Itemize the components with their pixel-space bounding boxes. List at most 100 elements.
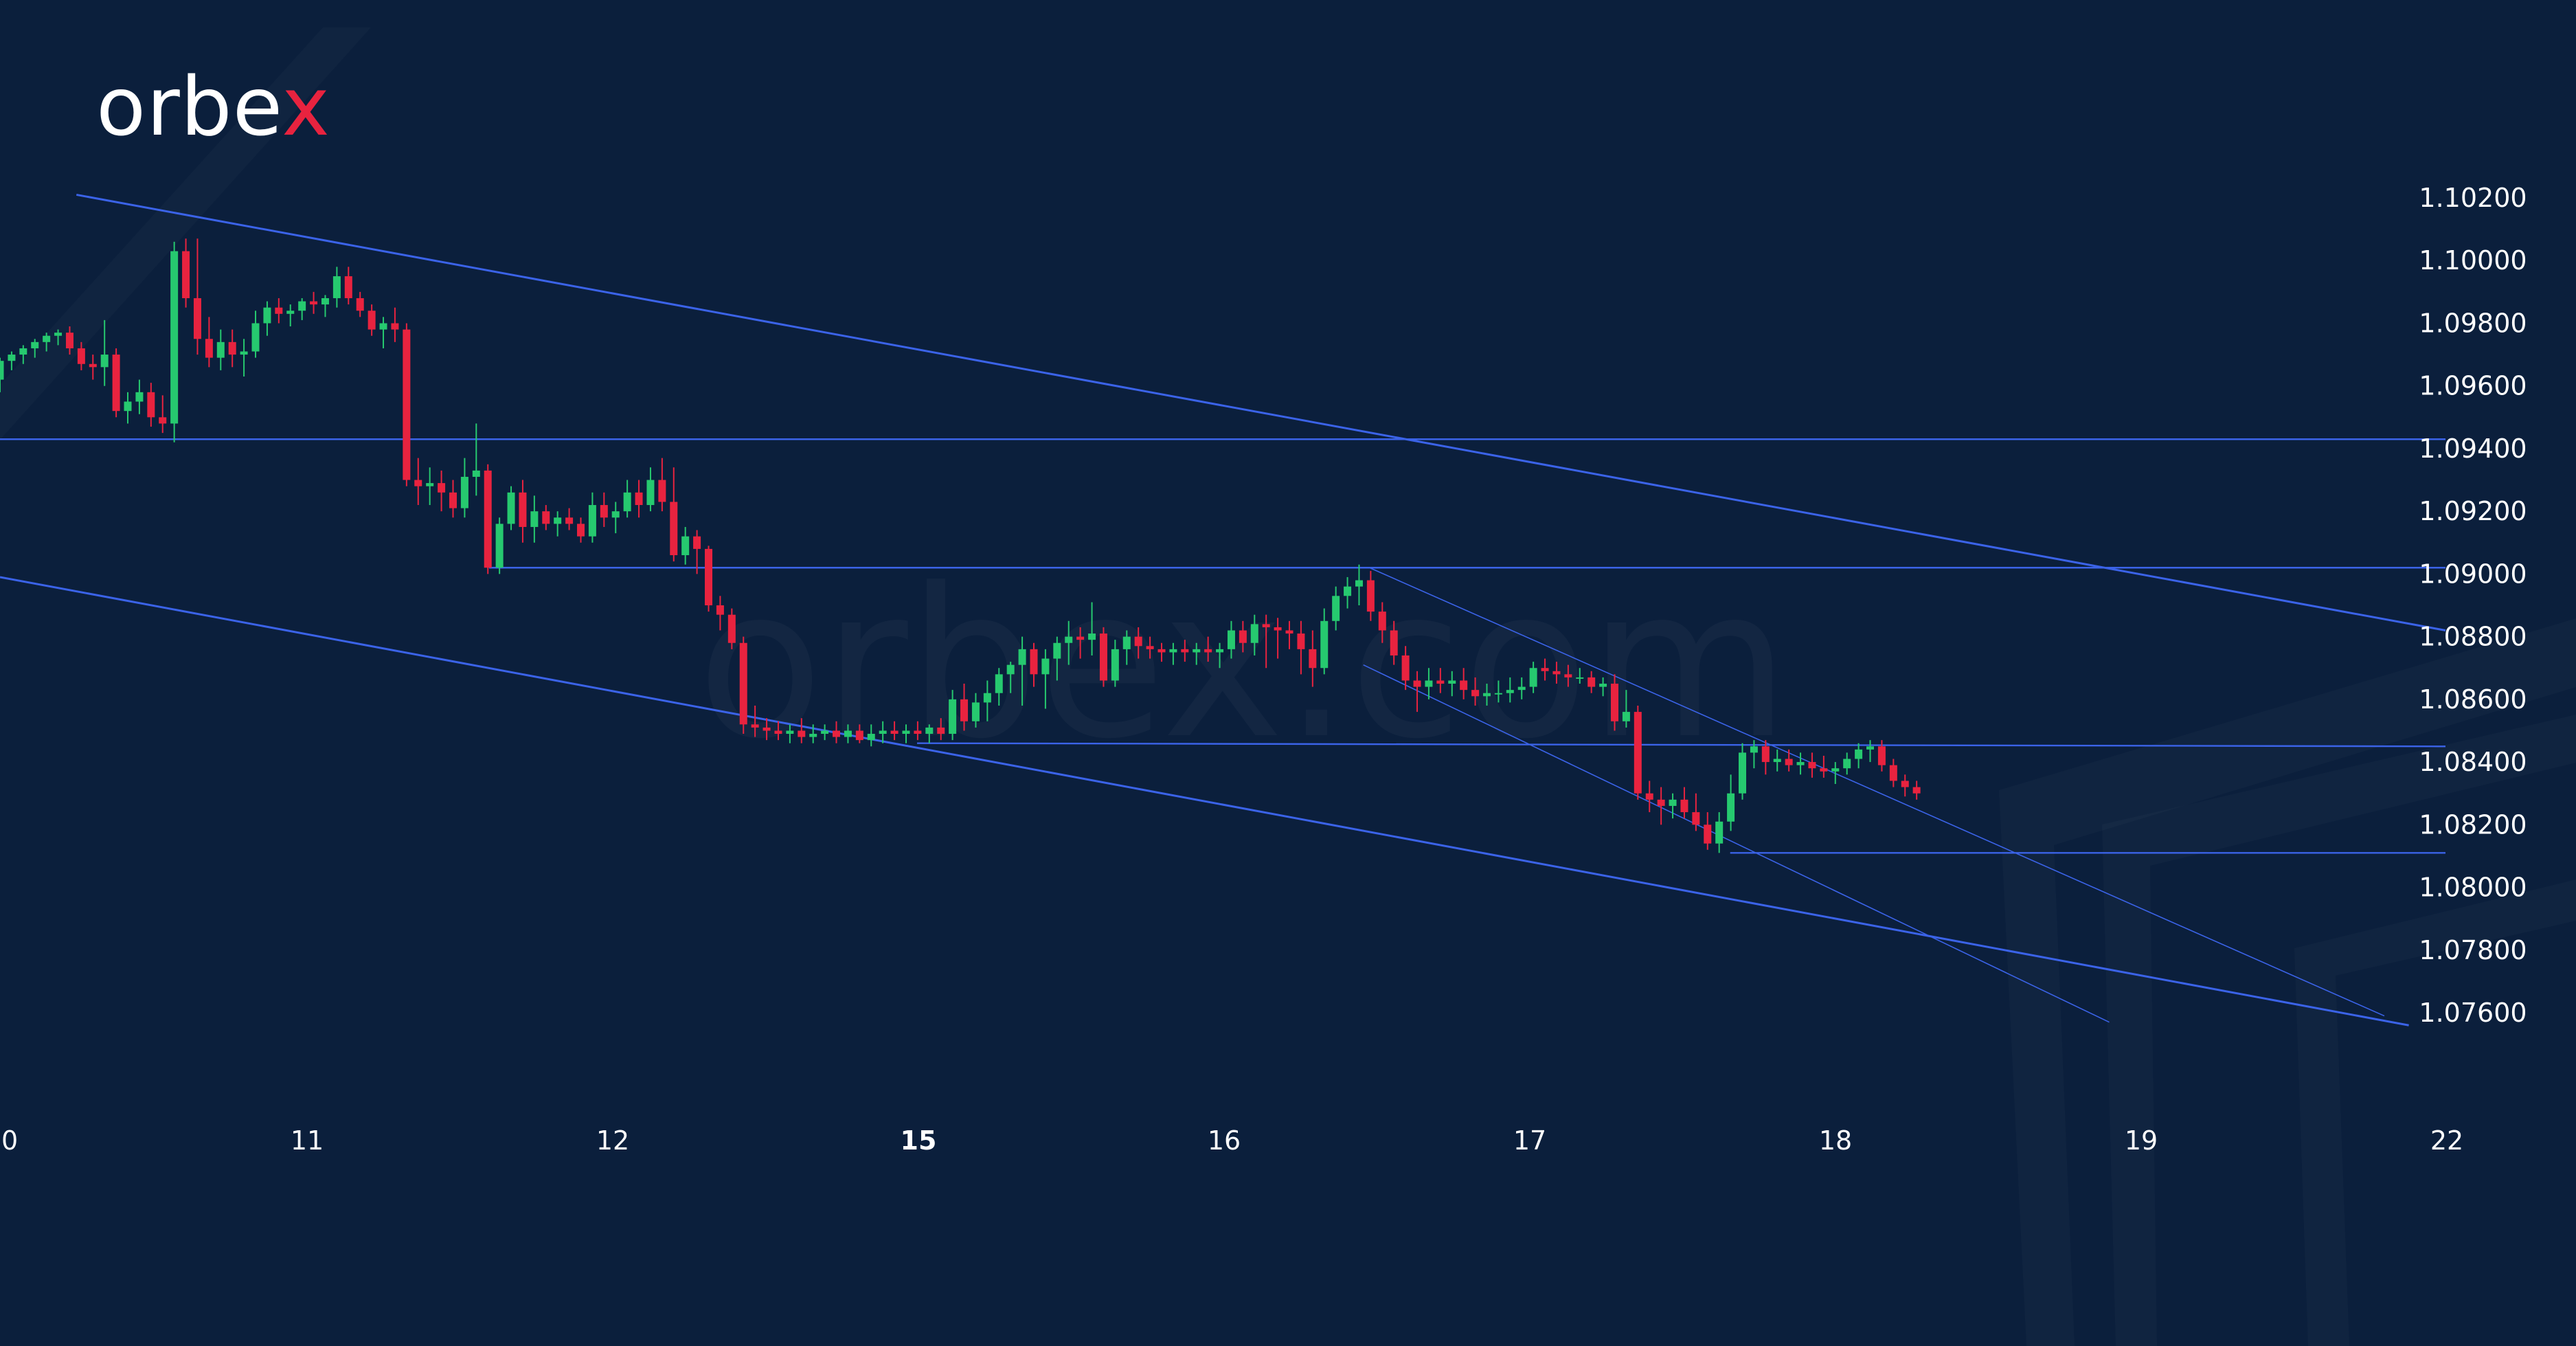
candle [205,317,213,368]
candle-body [1482,693,1491,697]
candle-body [855,730,863,741]
x-tick-label: 18 [1819,1125,1852,1156]
candle-body [472,470,480,477]
candle-body [1669,799,1677,806]
candle [1193,642,1201,665]
candle [170,241,179,442]
candles [0,238,1921,853]
candle [1866,740,1875,763]
candle [542,505,550,530]
candle-body [1239,630,1247,643]
candle [1773,749,1781,772]
candle [1227,620,1235,659]
candle-body [774,730,782,734]
candle [1390,620,1398,665]
candle-body [1750,746,1758,753]
candle [879,721,887,743]
candle [1076,627,1085,659]
candle [1041,649,1050,709]
candle [1436,668,1445,693]
x-tick-label: 11 [291,1125,324,1156]
candle-body [971,702,980,721]
y-tick-label: 1.08600 [2419,684,2527,715]
candle [65,326,74,355]
candle-body [1332,596,1340,621]
x-tick-label: 12 [596,1125,629,1156]
candle [635,480,643,518]
candle-body [31,341,39,348]
candle-body [542,511,550,524]
candle [1739,743,1746,800]
candle-body [611,511,620,518]
candle [658,458,666,512]
candle-body [54,333,63,336]
candle-body [275,307,283,314]
y-tick-label: 1.09400 [2419,434,2527,464]
candle [1111,640,1119,687]
candle-body [890,730,899,734]
candle [438,470,446,512]
candle [1506,677,1514,703]
candle-body [1808,762,1816,769]
candle-body [263,307,271,324]
candle [1634,705,1642,800]
candle-body [1901,781,1909,787]
candle-body [623,492,631,512]
candle [1704,812,1712,850]
candle [1250,614,1258,655]
candle [623,480,631,518]
candle [1413,671,1421,713]
candle [1541,658,1549,681]
candle-body [19,348,27,355]
candle [275,298,283,324]
candle [1576,668,1584,684]
candle-body [495,524,504,568]
candle [1366,570,1375,621]
candle-body [1285,630,1293,634]
candle [1889,759,1897,787]
candle [925,724,934,743]
y-tick-label: 1.08000 [2419,873,2527,903]
candle-body [1820,768,1828,772]
candle-body [1610,684,1618,721]
candle-body [1877,746,1886,765]
candle-body [1785,759,1793,765]
candle [798,718,806,743]
candle [1344,576,1352,609]
candle-body [1588,677,1596,687]
candle [1471,677,1480,706]
candle [228,329,236,368]
candle [332,267,341,308]
candle-body [1866,746,1875,750]
candle [693,530,701,574]
candle [321,295,329,317]
logo-accent: x [282,59,330,154]
candle-body [1076,636,1085,640]
watermark-text: orbex.com [697,544,1789,784]
candle-body [821,730,829,734]
candle [124,392,132,424]
candle [1030,642,1038,687]
x-tick-label: 16 [1208,1125,1241,1156]
candle-body [112,355,120,412]
trendline-main-channel-upper [76,193,2446,631]
candle-body [1030,649,1038,675]
candle-body [705,548,713,605]
candle-body [867,734,875,741]
candle-body [1099,633,1107,681]
candle [77,341,85,370]
candle-body [65,333,74,348]
candle-body [1541,668,1549,671]
candle-body [310,301,318,305]
candle [1494,680,1502,703]
candle [1657,787,1665,825]
candle [519,480,527,543]
candle-body [798,730,806,737]
candle [1332,586,1340,631]
candle-body [1006,664,1015,675]
trendline-level-1.0845 [916,742,2446,748]
candle [1843,752,1851,775]
candle-body [182,251,190,298]
candle-body [1529,668,1537,687]
